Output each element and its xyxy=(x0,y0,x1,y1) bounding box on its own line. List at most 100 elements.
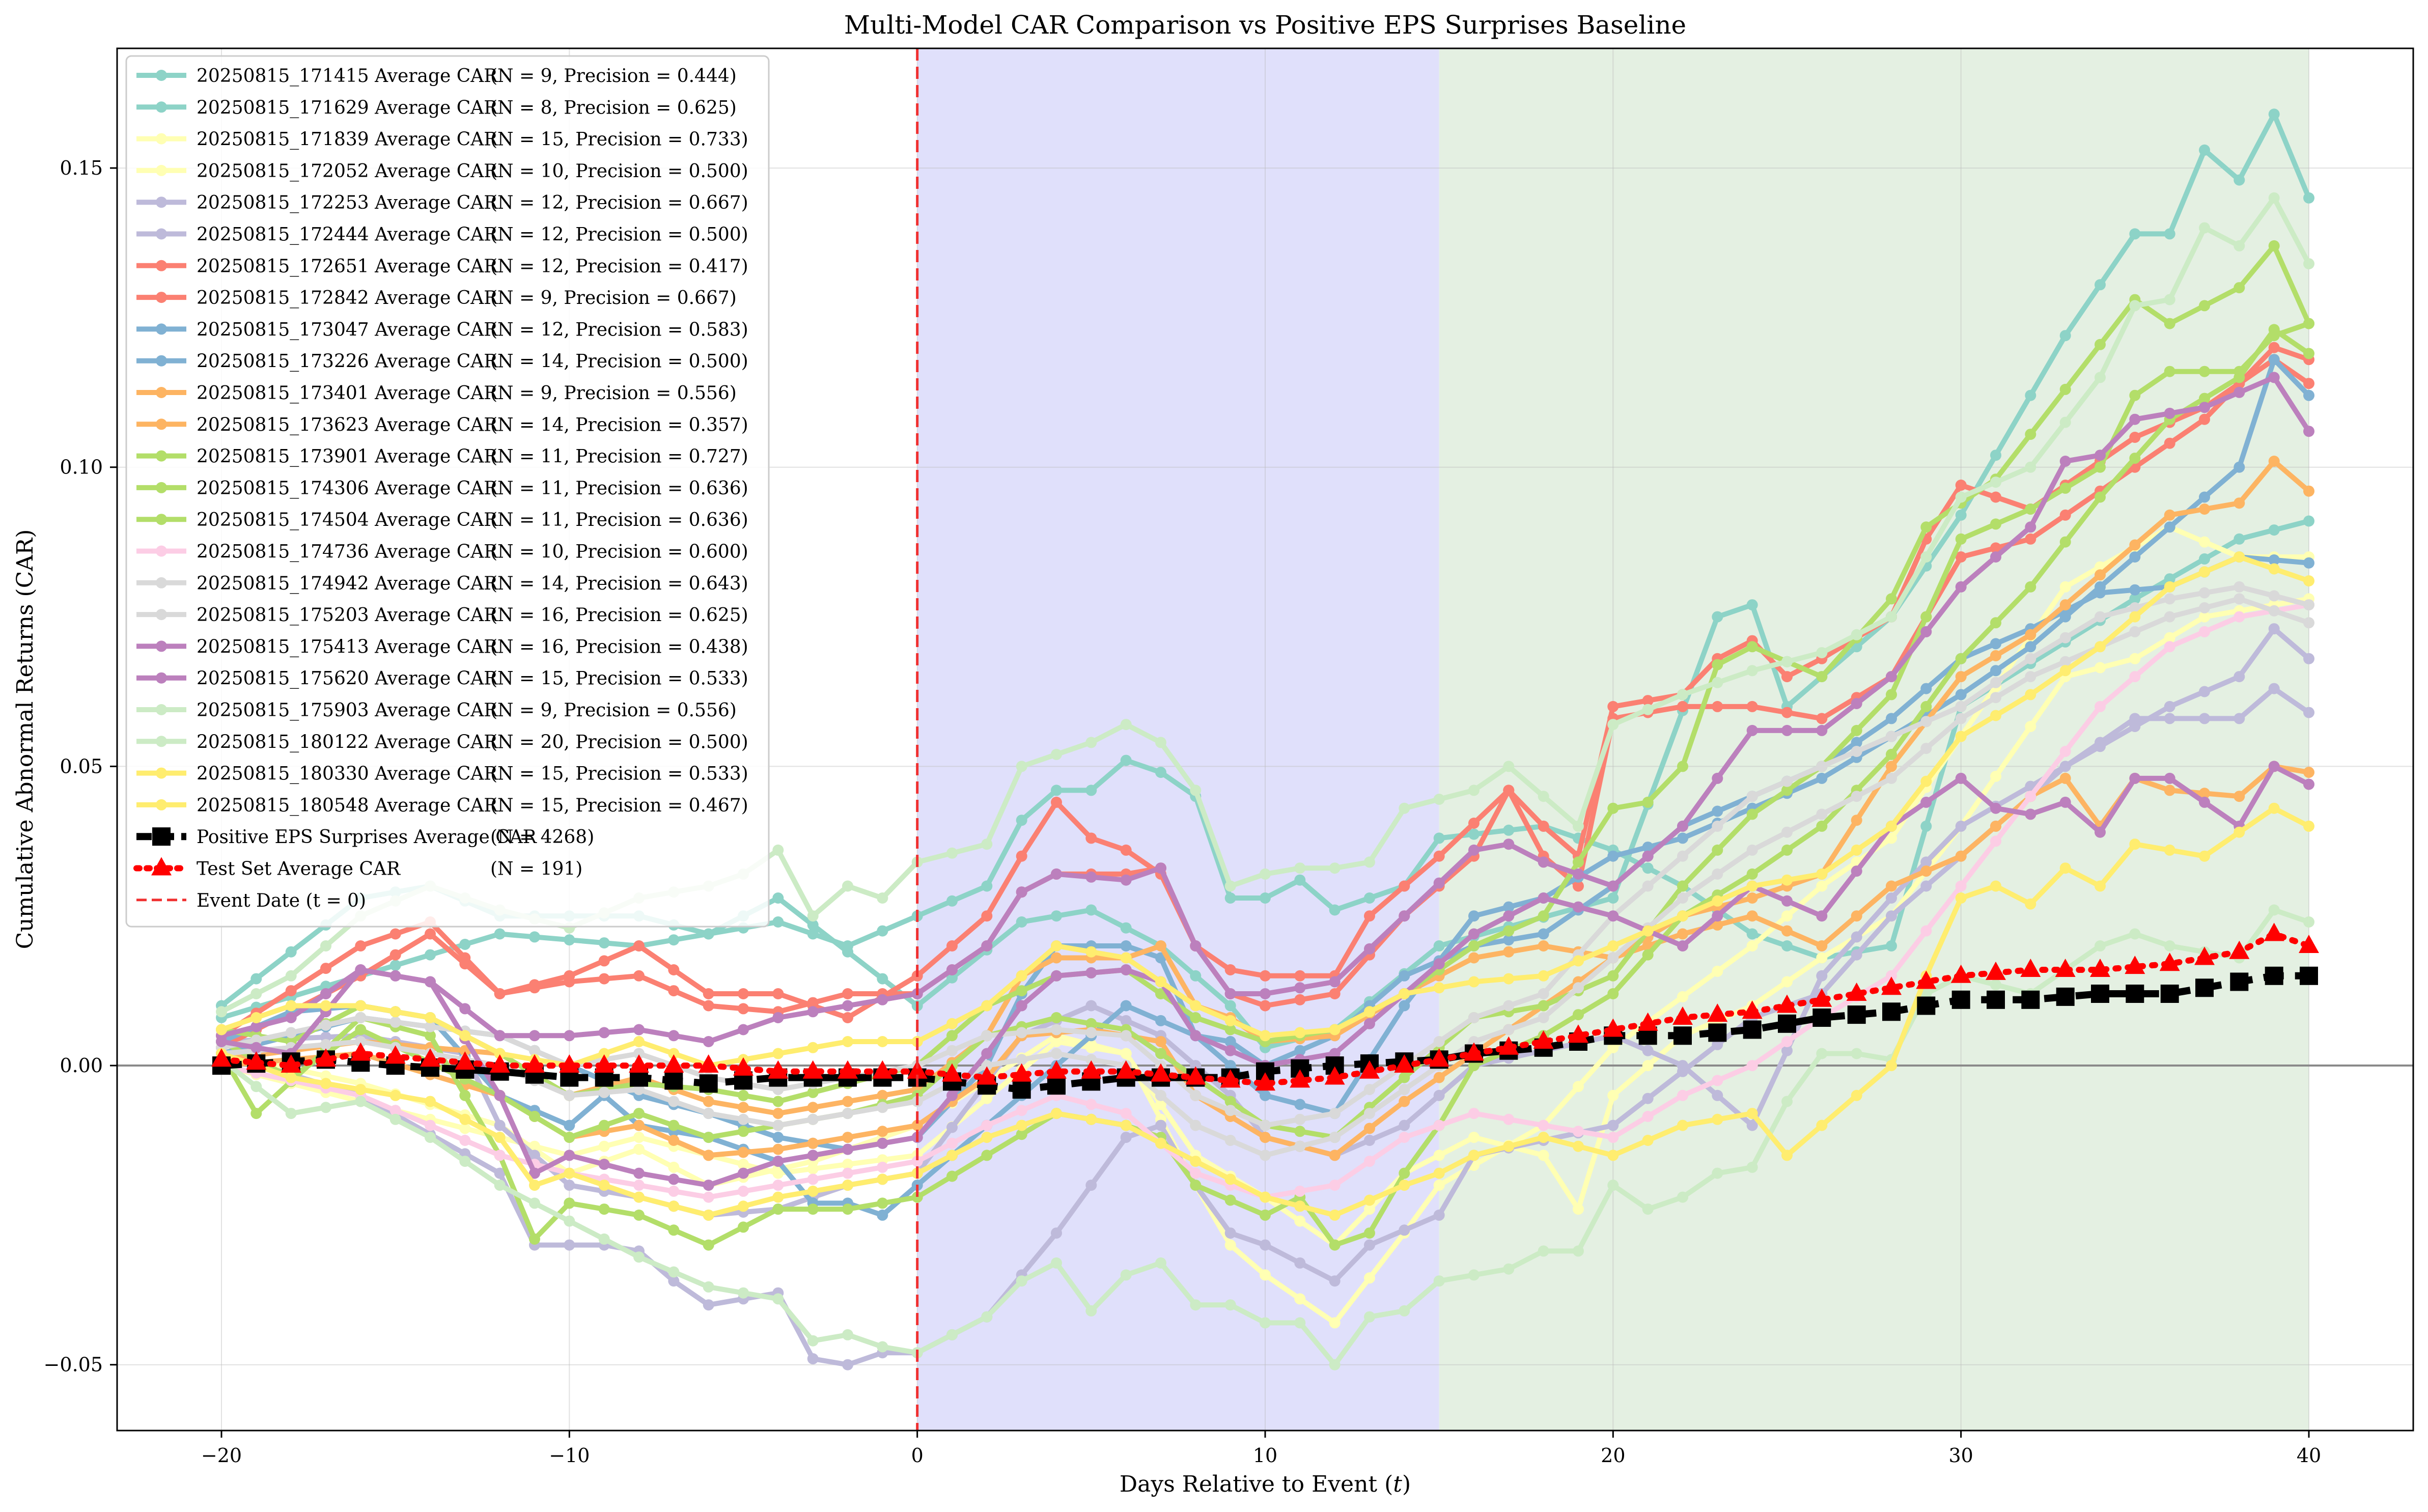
test-set-point xyxy=(524,1054,545,1073)
series-point xyxy=(1051,1048,1062,1059)
series-point xyxy=(1224,892,1236,904)
series-point xyxy=(1955,689,1967,701)
series-point xyxy=(2234,533,2245,545)
series-point xyxy=(2234,366,2245,377)
series-point xyxy=(1746,791,1758,802)
series-point xyxy=(1607,1180,1619,1191)
series-point xyxy=(842,1159,853,1170)
series-point xyxy=(1816,761,1828,772)
series-point xyxy=(1920,701,1932,712)
series-point xyxy=(2059,632,2071,643)
series-point xyxy=(668,1266,680,1278)
series-point xyxy=(2129,838,2141,850)
series-point xyxy=(598,1027,610,1039)
series-point xyxy=(1503,1024,1515,1035)
series-point xyxy=(1016,815,1027,826)
series-point xyxy=(1712,919,1723,931)
series-point xyxy=(425,1119,436,1131)
series-point xyxy=(2025,898,2036,910)
test-set-point xyxy=(2125,956,2145,974)
series-point xyxy=(1468,818,1480,829)
series-point xyxy=(842,1000,853,1012)
series-point xyxy=(1990,835,2001,847)
series-point xyxy=(1990,491,2001,503)
series-point xyxy=(1085,1042,1097,1053)
series-point xyxy=(494,928,506,940)
series-point xyxy=(2025,791,2036,802)
legend-marker xyxy=(156,704,167,715)
series-point xyxy=(250,988,262,999)
series-point xyxy=(494,1167,506,1179)
series-point xyxy=(1712,965,1723,977)
series-point xyxy=(1642,880,1654,892)
series-point xyxy=(598,955,610,967)
series-point xyxy=(2164,437,2175,449)
series-point xyxy=(1990,677,2001,688)
series-point xyxy=(1120,1269,1132,1281)
series-point xyxy=(1433,1089,1445,1101)
series-point xyxy=(2129,453,2141,464)
series-point xyxy=(1642,1135,1654,1146)
series-point xyxy=(703,1000,714,1012)
series-point xyxy=(389,1016,401,1028)
series-point xyxy=(911,1119,923,1131)
series-point xyxy=(842,1096,853,1107)
legend-info: (N = 12, Precision = 0.583) xyxy=(490,319,748,340)
series-point xyxy=(1816,647,1828,659)
series-point xyxy=(1016,886,1027,898)
series-point xyxy=(2025,581,2036,593)
series-point xyxy=(1468,1132,1480,1143)
legend-marker xyxy=(156,577,167,589)
series-point xyxy=(1642,842,1654,853)
series-point xyxy=(1364,1227,1375,1239)
series-point xyxy=(1190,1180,1202,1191)
series-point xyxy=(1816,724,1828,736)
test-set-point xyxy=(350,1042,371,1061)
series-point xyxy=(1746,1108,1758,1119)
legend-label: 20250815_172052 Average CAR xyxy=(197,161,498,182)
series-point xyxy=(1607,988,1619,999)
series-point xyxy=(1155,1257,1166,1269)
series-point xyxy=(2303,426,2314,437)
series-point xyxy=(1364,1272,1375,1284)
series-point xyxy=(877,994,888,1005)
series-point xyxy=(1677,1191,1688,1203)
series-point xyxy=(1155,976,1166,988)
baseline-point xyxy=(2091,985,2109,1003)
test-set-point xyxy=(2229,940,2250,959)
series-point xyxy=(1016,1275,1027,1287)
series-point xyxy=(772,1191,784,1203)
series-point xyxy=(1677,928,1688,940)
series-point xyxy=(1468,910,1480,922)
series-point xyxy=(459,939,471,950)
series-point xyxy=(355,1096,367,1107)
series-point xyxy=(1155,1137,1166,1149)
legend-info: (N = 15, Precision = 0.467) xyxy=(490,795,748,816)
series-point xyxy=(1851,910,1862,922)
series-point xyxy=(2268,342,2280,353)
x-tick-label: −10 xyxy=(549,1444,590,1467)
legend-info: (N = 16, Precision = 0.438) xyxy=(490,636,748,657)
series-point xyxy=(738,1146,749,1158)
series-point xyxy=(1433,850,1445,862)
series-point xyxy=(2268,623,2280,635)
legend-label: 20250815_172444 Average CAR xyxy=(197,225,498,245)
baseline-point xyxy=(1812,1009,1831,1027)
series-point xyxy=(1294,1140,1306,1152)
series-point xyxy=(772,1143,784,1155)
series-point xyxy=(1120,1015,1132,1026)
series-point xyxy=(1329,1048,1341,1059)
series-point xyxy=(2059,456,2071,467)
series-point xyxy=(1120,719,1132,731)
series-point xyxy=(285,946,297,958)
series-point xyxy=(1260,1239,1271,1251)
test-set-point xyxy=(1115,1060,1136,1079)
series-point xyxy=(2303,599,2314,611)
series-point xyxy=(1955,892,1967,904)
series-point xyxy=(1677,820,1688,832)
legend-marker xyxy=(156,767,167,779)
series-point xyxy=(2199,553,2210,565)
series-point xyxy=(1712,868,1723,880)
series-point xyxy=(1503,1140,1515,1152)
series-point xyxy=(1920,856,1932,868)
